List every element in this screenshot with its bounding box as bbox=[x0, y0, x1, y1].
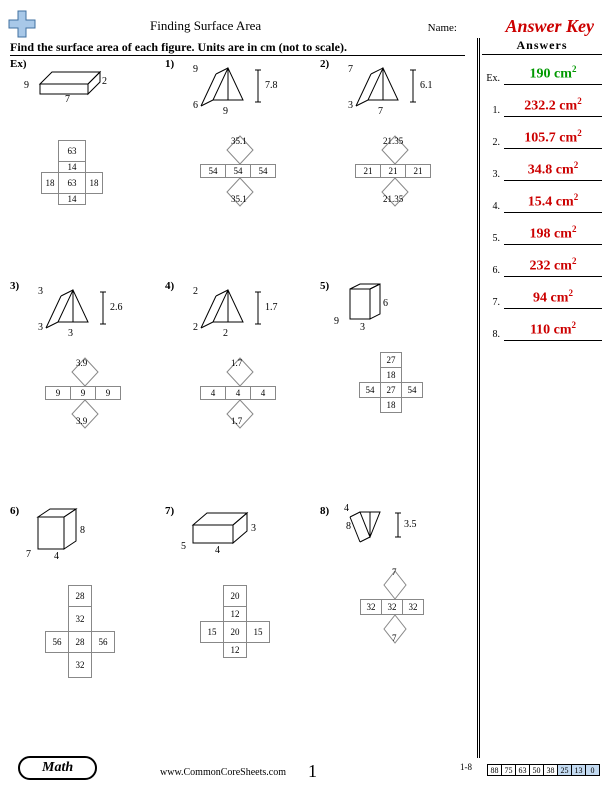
prism-icon bbox=[185, 511, 275, 551]
answer-number: 2. bbox=[482, 137, 504, 149]
problem-2: 2) 7 3 7 6.1 21.35 21 21 21 21.35 bbox=[320, 58, 470, 228]
problem-label: 5) bbox=[320, 280, 329, 292]
scale-range: 1-8 bbox=[460, 762, 472, 772]
answer-number: 3. bbox=[482, 169, 504, 181]
scale-cell: 50 bbox=[529, 764, 544, 776]
scale-cell: 38 bbox=[543, 764, 558, 776]
answer-value: 15.4 cm2 bbox=[504, 192, 602, 213]
problem-label: 3) bbox=[10, 280, 19, 292]
answer-value: 34.8 cm2 bbox=[504, 160, 602, 181]
instruction-text: Find the surface area of each figure. Un… bbox=[10, 40, 347, 55]
answer-number: 7. bbox=[482, 297, 504, 309]
problem-label: Ex) bbox=[10, 58, 27, 70]
page-title: Finding Surface Area bbox=[150, 18, 261, 34]
problem-label: 1) bbox=[165, 58, 174, 70]
scale-cell: 75 bbox=[501, 764, 516, 776]
answer-row: 3.34.8 cm2 bbox=[482, 159, 602, 181]
problem-4: 4) 2 2 2 1.7 1.7 4 4 4 1.7 bbox=[165, 280, 315, 450]
answer-row: 8.110 cm2 bbox=[482, 319, 602, 341]
problem-label: 2) bbox=[320, 58, 329, 70]
answer-value: 105.7 cm2 bbox=[504, 128, 602, 149]
answer-number: 8. bbox=[482, 329, 504, 341]
footer: Math www.CommonCoreSheets.com 1 1-8 8875… bbox=[0, 758, 612, 784]
problem-7: 7) 5 4 3 20 12 15 20 15 12 bbox=[165, 505, 315, 705]
triangular-prism-icon bbox=[338, 507, 438, 549]
answers-panel: Answers Ex.190 cm2 1.232.2 cm2 2.105.7 cm2… bbox=[482, 38, 602, 351]
divider bbox=[10, 55, 465, 56]
subject-badge: Math bbox=[18, 756, 97, 780]
divider bbox=[477, 38, 480, 758]
answer-key-label: Answer Key bbox=[505, 16, 594, 37]
answer-number: Ex. bbox=[482, 73, 504, 85]
problem-3: 3) 3 3 3 2.6 3.9 9 9 9 3.9 bbox=[10, 280, 160, 450]
scale-cell: 13 bbox=[571, 764, 586, 776]
answer-value: 232 cm2 bbox=[504, 256, 602, 277]
page-number: 1 bbox=[308, 761, 317, 782]
answer-value: 94 cm2 bbox=[504, 288, 602, 309]
scale-cell: 25 bbox=[557, 764, 572, 776]
answers-title: Answers bbox=[482, 38, 602, 55]
prism-icon bbox=[340, 284, 420, 329]
answer-row: 2.105.7 cm2 bbox=[482, 127, 602, 149]
problem-ex: Ex) 9 7 2 63 14 18 63 18 14 bbox=[10, 58, 160, 228]
answer-row: 5.198 cm2 bbox=[482, 223, 602, 245]
answer-row: Ex.190 cm2 bbox=[482, 63, 602, 85]
prism-icon bbox=[30, 509, 110, 557]
name-label: Name: bbox=[428, 22, 457, 34]
answer-row: 6.232 cm2 bbox=[482, 255, 602, 277]
scale-cell: 88 bbox=[487, 764, 502, 776]
answer-value: 198 cm2 bbox=[504, 224, 602, 245]
problem-label: 8) bbox=[320, 505, 329, 517]
answer-value: 190 cm2 bbox=[504, 64, 602, 85]
problem-1: 1) 9 6 9 7.8 35.1 54 54 54 35.1 bbox=[165, 58, 315, 228]
answer-number: 5. bbox=[482, 233, 504, 245]
answer-number: 4. bbox=[482, 201, 504, 213]
answer-row: 4.15.4 cm2 bbox=[482, 191, 602, 213]
problem-6: 6) 7 4 8 28 32 56 28 56 32 bbox=[10, 505, 160, 705]
answer-number: 1. bbox=[482, 105, 504, 117]
answer-row: 1.232.2 cm2 bbox=[482, 95, 602, 117]
answer-value: 232.2 cm2 bbox=[504, 96, 602, 117]
score-scale: 887563503825130 bbox=[488, 764, 600, 776]
answer-number: 6. bbox=[482, 265, 504, 277]
answer-value: 110 cm2 bbox=[504, 320, 602, 341]
scale-cell: 63 bbox=[515, 764, 530, 776]
problem-label: 6) bbox=[10, 505, 19, 517]
site-url: www.CommonCoreSheets.com bbox=[160, 767, 286, 778]
problem-5: 5) 9 3 6 27 18 54 27 54 18 bbox=[320, 280, 470, 450]
problem-label: 7) bbox=[165, 505, 174, 517]
scale-cell: 0 bbox=[585, 764, 600, 776]
answer-row: 7.94 cm2 bbox=[482, 287, 602, 309]
problem-label: 4) bbox=[165, 280, 174, 292]
problem-8: 8) 4 8 3.5 7 32 32 32 7 bbox=[320, 505, 470, 705]
cross-icon bbox=[8, 10, 36, 38]
